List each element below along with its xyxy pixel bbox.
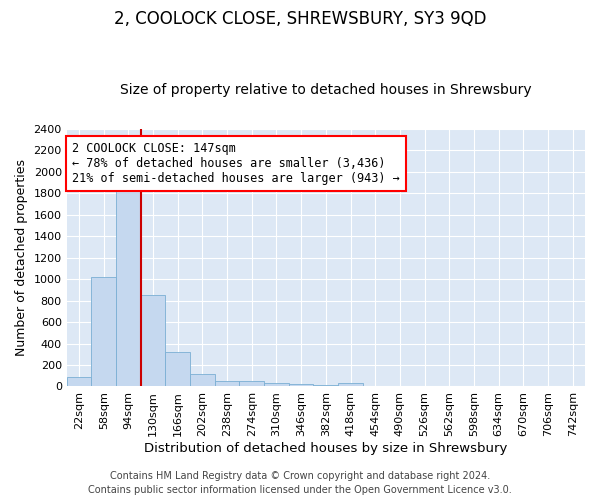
Bar	[91, 277, 116, 386]
Text: Contains HM Land Registry data © Crown copyright and database right 2024.
Contai: Contains HM Land Registry data © Crown c…	[88, 471, 512, 495]
Bar	[67, 377, 91, 386]
Bar	[313, 385, 338, 386]
Text: 2 COOLOCK CLOSE: 147sqm
← 78% of detached houses are smaller (3,436)
21% of semi: 2 COOLOCK CLOSE: 147sqm ← 78% of detache…	[72, 142, 400, 184]
Bar	[166, 352, 190, 386]
Title: Size of property relative to detached houses in Shrewsbury: Size of property relative to detached ho…	[120, 83, 532, 97]
Bar	[141, 294, 166, 386]
Bar	[239, 381, 264, 386]
Bar	[264, 383, 289, 386]
Bar	[289, 384, 313, 386]
X-axis label: Distribution of detached houses by size in Shrewsbury: Distribution of detached houses by size …	[144, 442, 508, 455]
Bar	[116, 184, 141, 386]
Bar	[190, 374, 215, 386]
Text: 2, COOLOCK CLOSE, SHREWSBURY, SY3 9QD: 2, COOLOCK CLOSE, SHREWSBURY, SY3 9QD	[114, 10, 486, 28]
Bar	[338, 383, 363, 386]
Y-axis label: Number of detached properties: Number of detached properties	[15, 159, 28, 356]
Bar	[215, 380, 239, 386]
